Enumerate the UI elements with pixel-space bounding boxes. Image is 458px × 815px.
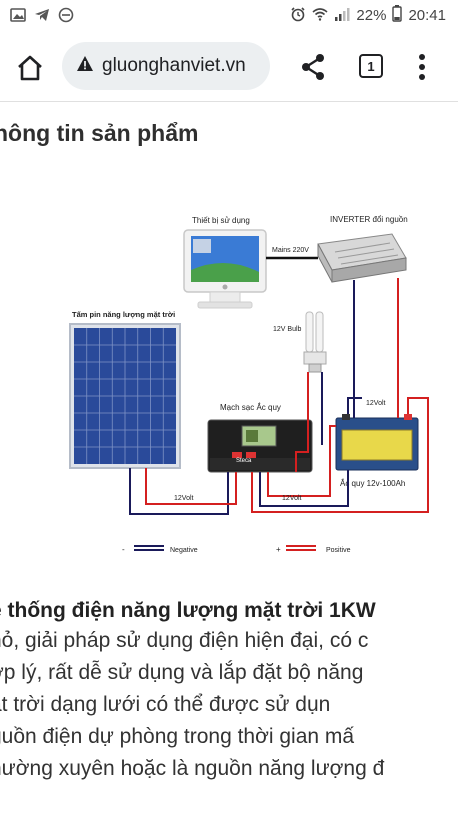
status-bar: 22% 20:41 — [0, 0, 458, 32]
legend-negative: Negative — [170, 547, 198, 554]
body-line: guồn điện dự phòng trong thời gian mấ — [0, 725, 355, 748]
telegram-icon — [34, 8, 50, 27]
section-title: hông tin sản phẩm — [0, 120, 199, 146]
battery-icon — [392, 5, 403, 26]
legend: - Negative + Positive — [122, 545, 351, 554]
device-label: Thiết bị sử dụng — [192, 216, 250, 225]
computer-device — [183, 229, 267, 309]
bulb-label: 12V Bulb — [273, 326, 302, 333]
address-bar[interactable]: gluonghanviet.vn — [62, 42, 270, 90]
body-line: hường xuyên hoặc là nguồn năng lượng đ — [0, 757, 385, 780]
legend-plus-sign: + — [276, 545, 281, 554]
battery-label: Ắc quy 12v-100Ah — [340, 479, 405, 488]
article-headline: ệ thống điện năng lượng mặt trời 1KW — [0, 599, 376, 622]
article-body: ệ thống điện năng lượng mặt trời 1KW hỏ,… — [0, 597, 458, 785]
browser-toolbar: gluonghanviet.vn 1 — [0, 32, 458, 102]
body-line: hỏ, giải pháp sử dụng điện hiện đại, có … — [0, 629, 369, 652]
wire-label-panel: 12Volt — [174, 495, 194, 502]
overflow-menu-button[interactable] — [414, 52, 430, 82]
solar-panel-label: Tấm pin năng lượng mặt trời — [72, 310, 175, 319]
image-icon — [10, 8, 26, 27]
legend-positive: Positive — [326, 547, 351, 554]
mains-label: Mains 220V — [272, 247, 309, 254]
inverter — [317, 233, 407, 283]
home-icon — [18, 55, 42, 81]
wire-label-battery: 12Volt — [366, 400, 386, 407]
controller-brand: Steca — [236, 458, 252, 464]
tab-switcher-button[interactable]: 1 — [359, 54, 383, 78]
clock-time: 20:41 — [408, 7, 446, 24]
solar-panel — [69, 323, 181, 469]
wire-label-controller: 12Volt — [282, 495, 302, 502]
tab-count: 1 — [367, 58, 375, 74]
legend-minus-sign: - — [122, 545, 125, 554]
warning-icon — [76, 55, 94, 77]
inverter-label: INVERTER đổi nguồn — [330, 215, 408, 224]
body-line: ợp lý, rất dễ sử dụng và lắp đặt bộ năng — [0, 661, 364, 684]
alarm-icon — [290, 6, 306, 26]
home-button[interactable] — [15, 53, 45, 83]
light-bulb — [303, 311, 327, 373]
solar-system-diagram: Thiết bị sử dụng INVERTER đổi nguồn Main… — [69, 215, 429, 554]
share-button[interactable] — [300, 53, 326, 81]
share-icon — [302, 54, 324, 80]
charge-controller: Steca — [207, 419, 313, 473]
controller-label: Mạch sạc Ắc quy — [220, 403, 281, 412]
battery — [335, 414, 419, 471]
more-vert-icon — [419, 54, 425, 80]
url-text: gluonghanviet.vn — [102, 55, 246, 76]
do-not-disturb-icon — [58, 7, 74, 28]
body-line: ặt trời dạng lưới có thể được sử dụn — [0, 693, 331, 716]
signal-icon — [334, 6, 350, 26]
wifi-icon — [312, 6, 328, 26]
battery-percent: 22% — [356, 7, 387, 24]
